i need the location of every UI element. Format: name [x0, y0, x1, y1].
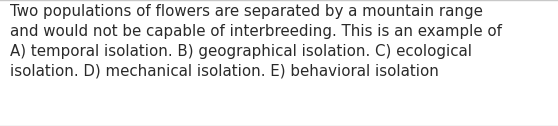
Text: Two populations of flowers are separated by a mountain range
and would not be ca: Two populations of flowers are separated… — [10, 4, 502, 79]
